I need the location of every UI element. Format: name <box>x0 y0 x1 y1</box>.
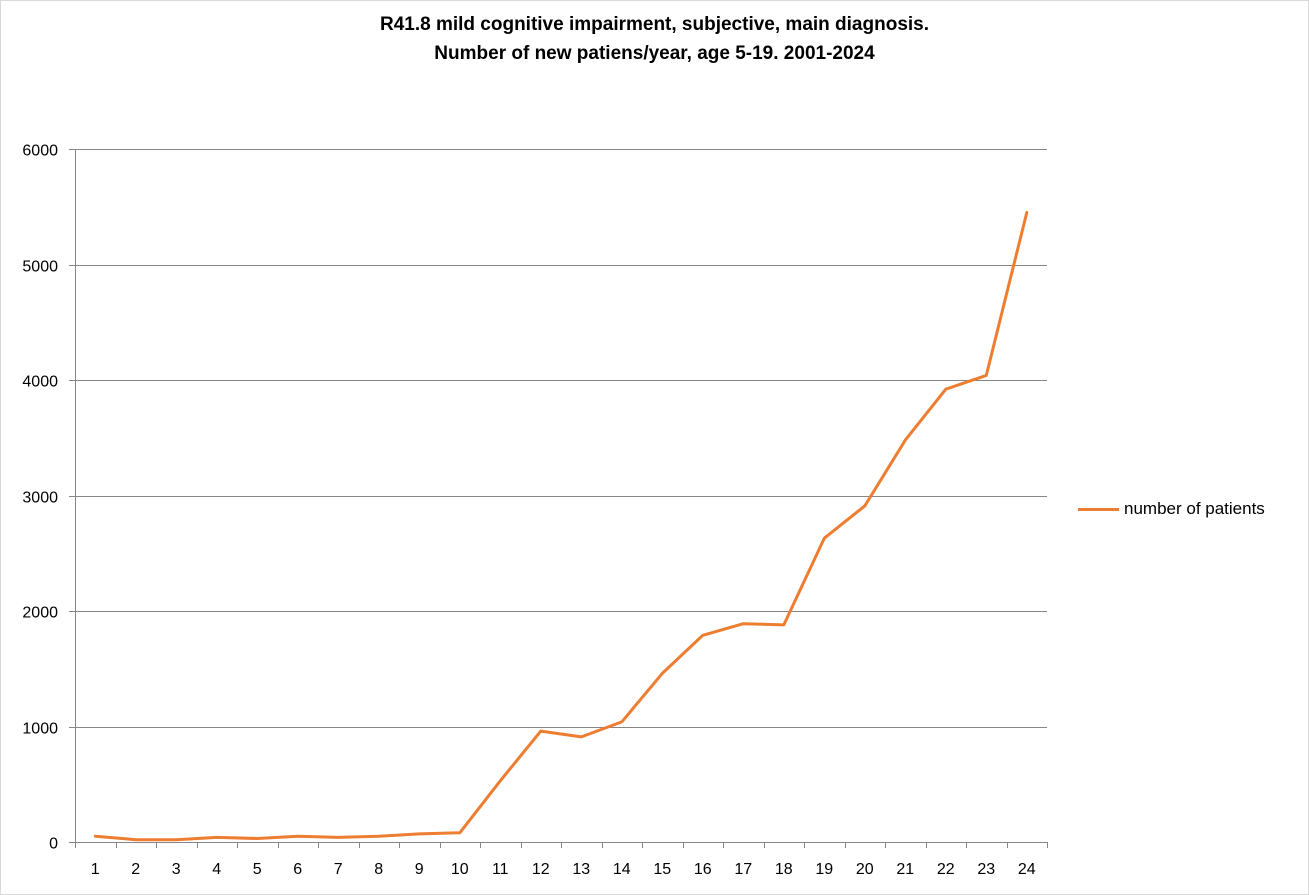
x-tick-label-2: 2 <box>131 861 140 878</box>
x-tick-label-4: 4 <box>212 861 221 878</box>
x-tick-label-6: 6 <box>293 861 302 878</box>
series-line-0 <box>93 211 1029 842</box>
x-tick-label-20: 20 <box>856 861 874 878</box>
x-tick-label-14: 14 <box>613 861 631 878</box>
x-tick-label-8: 8 <box>374 861 383 878</box>
axes <box>69 149 1048 848</box>
x-tick-label-22: 22 <box>937 861 955 878</box>
chart-title-line-1: R41.8 mild cognitive impairment, subject… <box>379 14 930 35</box>
chart-title: R41.8 mild cognitive impairment, subject… <box>0 10 1309 68</box>
x-tick-label-16: 16 <box>694 861 712 878</box>
x-tick-label-23: 23 <box>977 861 995 878</box>
x-tick-label-21: 21 <box>896 861 914 878</box>
y-tick-label-1000: 1000 <box>22 721 58 738</box>
x-tick-label-11: 11 <box>492 861 509 878</box>
x-tick-label-1: 1 <box>91 861 100 878</box>
x-tick-label-9: 9 <box>415 861 424 878</box>
x-tick-label-17: 17 <box>734 861 752 878</box>
x-tick-label-24: 24 <box>1018 861 1036 878</box>
chart-title-line-2: Number of new patiens/year, age 5-19. 20… <box>434 43 875 64</box>
x-tick-label-12: 12 <box>532 861 550 878</box>
x-tick-label-19: 19 <box>815 861 833 878</box>
y-tick-label-4000: 4000 <box>22 374 58 391</box>
x-tick-label-7: 7 <box>334 861 343 878</box>
series-layer <box>93 211 1029 842</box>
gridlines <box>75 149 1047 728</box>
x-tick-label-18: 18 <box>775 861 793 878</box>
x-axis-tick-labels: 1 2 3 4 5 6 7 8 9 10 11 12 13 14 15 16 17 18 19 20 21 22 23 24 <box>91 861 1036 878</box>
legend-swatch <box>1078 507 1119 511</box>
legend-label: number of patients <box>1124 499 1265 518</box>
legend: number of patients <box>1078 497 1265 521</box>
y-tick-label-0: 0 <box>49 836 58 853</box>
y-axis-tick-labels: 0 1000 2000 3000 4000 5000 6000 <box>22 143 58 853</box>
x-tick-label-15: 15 <box>653 861 671 878</box>
x-tick-label-3: 3 <box>172 861 181 878</box>
y-tick-label-3000: 3000 <box>22 490 58 507</box>
x-tick-label-5: 5 <box>253 861 262 878</box>
y-tick-label-2000: 2000 <box>22 605 58 622</box>
y-tick-label-5000: 5000 <box>22 259 58 276</box>
x-tick-label-13: 13 <box>572 861 590 878</box>
x-tick-label-10: 10 <box>451 861 469 878</box>
y-tick-label-6000: 6000 <box>22 143 58 160</box>
